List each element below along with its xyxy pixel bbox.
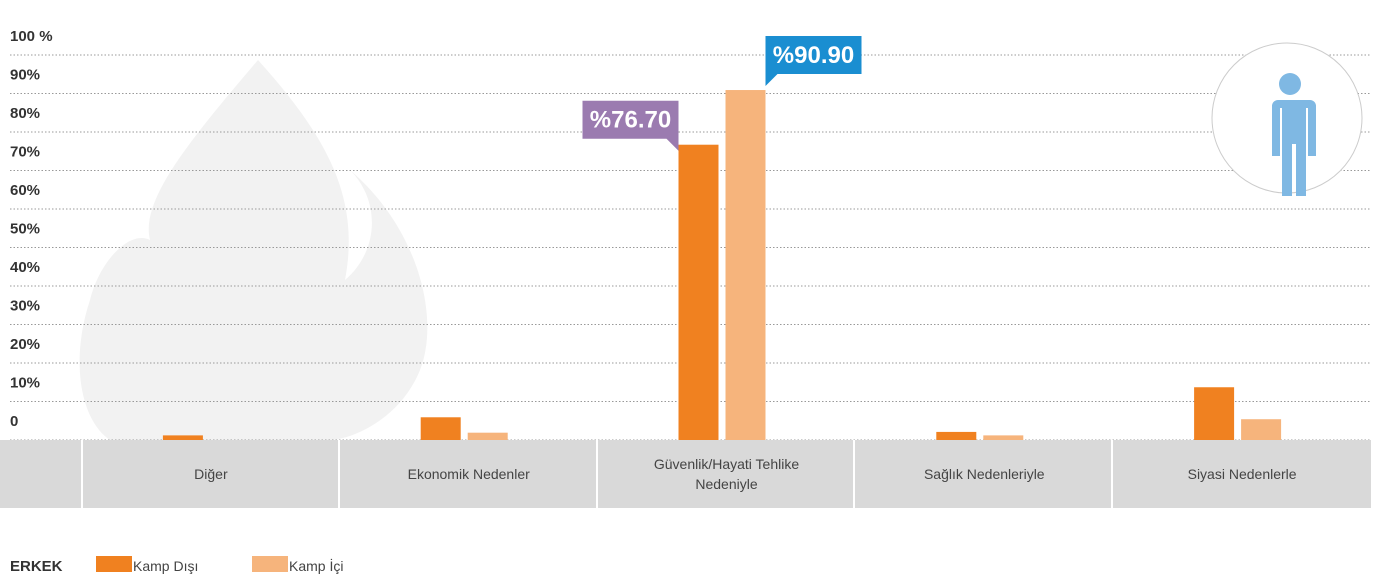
- x-tick-label: Siyasi Nedenlerle: [1187, 466, 1297, 482]
- person-icon: [1211, 42, 1363, 196]
- y-tick-label: 0: [10, 413, 18, 430]
- y-tick-label: 70%: [10, 144, 40, 161]
- bar: [1194, 387, 1235, 440]
- x-tick-label: Güvenlik/Hayati Tehlike Nedeniyle: [653, 456, 800, 492]
- y-tick-label: 100 %: [10, 28, 53, 45]
- bar: [1241, 419, 1282, 440]
- bar: [467, 432, 508, 440]
- bar: [936, 431, 977, 440]
- bar: [983, 435, 1024, 440]
- y-tick-label: 10%: [10, 375, 40, 392]
- bar: [725, 90, 766, 440]
- y-tick-label: 80%: [10, 105, 40, 122]
- x-tick-label: Sağlık Nedenleriyle: [923, 466, 1045, 482]
- x-tick-label: Diğer: [194, 466, 228, 482]
- band-dividers: [81, 440, 1113, 508]
- value-label: %76.70: [590, 107, 671, 134]
- value-label-box: [765, 36, 862, 87]
- value-label-box: [582, 100, 679, 151]
- y-tick-label: 20%: [10, 336, 40, 353]
- value-label: %90.90: [773, 42, 854, 69]
- bar: [678, 144, 719, 440]
- x-tick-label: Ekonomik Nedenler: [407, 466, 530, 482]
- y-tick-label: 50%: [10, 221, 40, 238]
- y-tick-label: 60%: [10, 182, 40, 199]
- legend-title: ERKEK: [10, 558, 63, 575]
- y-tick-label: 40%: [10, 259, 40, 276]
- bar: [420, 417, 461, 440]
- category-band: [0, 440, 1371, 508]
- legend-swatch: [252, 556, 288, 572]
- legend-label: Kamp İçi: [289, 557, 343, 574]
- bar: [162, 435, 203, 440]
- y-tick-label: 90%: [10, 67, 40, 84]
- legend-label: Kamp Dışı: [133, 558, 198, 574]
- legend-swatch: [96, 556, 132, 572]
- y-tick-label: 30%: [10, 298, 40, 315]
- flame-decoration: [79, 60, 428, 440]
